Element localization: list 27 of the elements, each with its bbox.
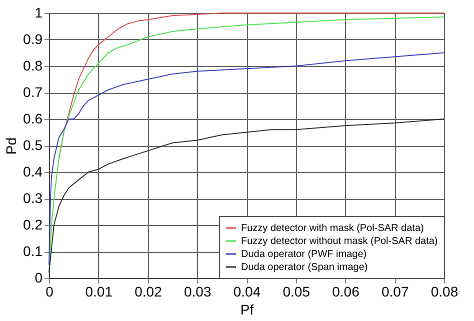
x-tick-label: 0.05 [282, 284, 310, 300]
y-tick-label: 0.2 [23, 216, 43, 232]
y-tick-label: 0 [34, 270, 43, 286]
x-tick-label: 0.04 [233, 284, 261, 300]
legend-label: Fuzzy detector with mask (Pol-SAR data) [241, 223, 424, 234]
legend-label: Duda operator (PWF image) [241, 249, 367, 260]
y-tick-label: 0.8 [23, 58, 43, 74]
x-tick-label: 0.08 [430, 284, 458, 300]
y-tick-label: 0.5 [23, 137, 43, 153]
y-tick-label: 0.9 [23, 31, 43, 47]
x-tick-label: 0.01 [85, 284, 113, 300]
y-tick-label: 0.7 [23, 84, 43, 100]
x-axis-title: Pf [240, 302, 254, 318]
y-tick-label: 0.4 [23, 164, 43, 180]
x-tick-label: 0.07 [382, 284, 409, 300]
legend-label: Duda operator (Span image) [241, 262, 368, 273]
y-tick-label: 0.3 [23, 190, 43, 206]
x-tick-label: 0.02 [134, 284, 162, 300]
x-tick-label: 0.06 [332, 284, 360, 300]
legend-label: Fuzzy detector without mask (Pol-SAR data) [241, 236, 438, 247]
x-tick-label: 0 [46, 284, 54, 300]
line-series [48, 118, 444, 274]
y-tick-label: 0.6 [23, 110, 43, 126]
x-tick-label: 0.03 [184, 284, 212, 300]
y-axis-title: Pd [3, 137, 20, 155]
y-tick-label: 1 [34, 4, 43, 20]
y-tick-label: 0.1 [23, 243, 43, 259]
